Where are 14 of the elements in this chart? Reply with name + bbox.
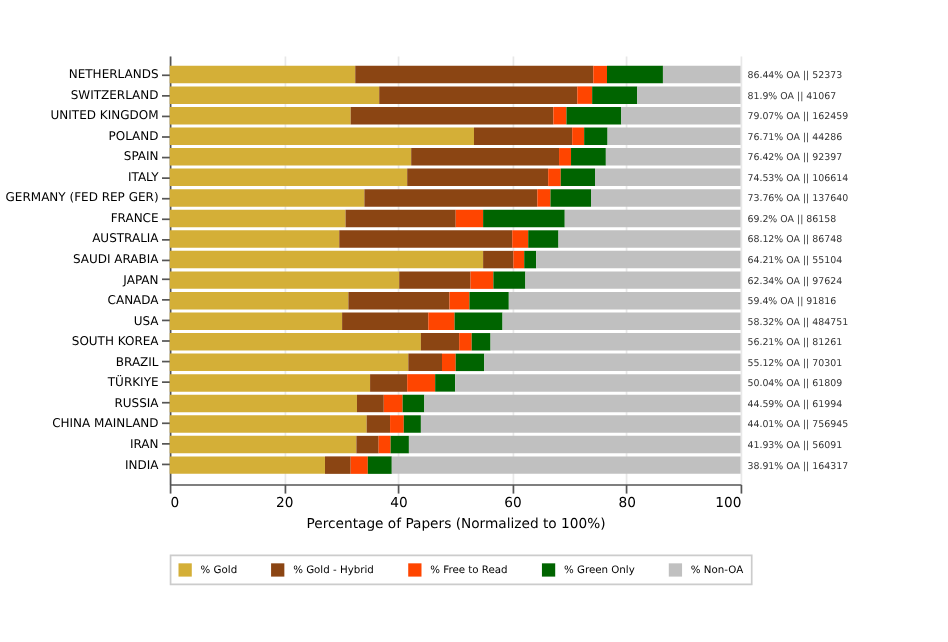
bar — [324, 456, 351, 474]
bar — [442, 353, 456, 372]
bar — [553, 106, 567, 125]
bar — [459, 333, 472, 351]
bar — [407, 374, 436, 392]
bar — [572, 127, 585, 145]
bar — [470, 271, 494, 289]
bar — [577, 86, 593, 104]
bar — [435, 374, 456, 392]
bar — [593, 65, 607, 84]
bar — [449, 291, 470, 310]
bar — [455, 209, 484, 228]
bar — [428, 312, 455, 330]
bar — [350, 456, 368, 474]
